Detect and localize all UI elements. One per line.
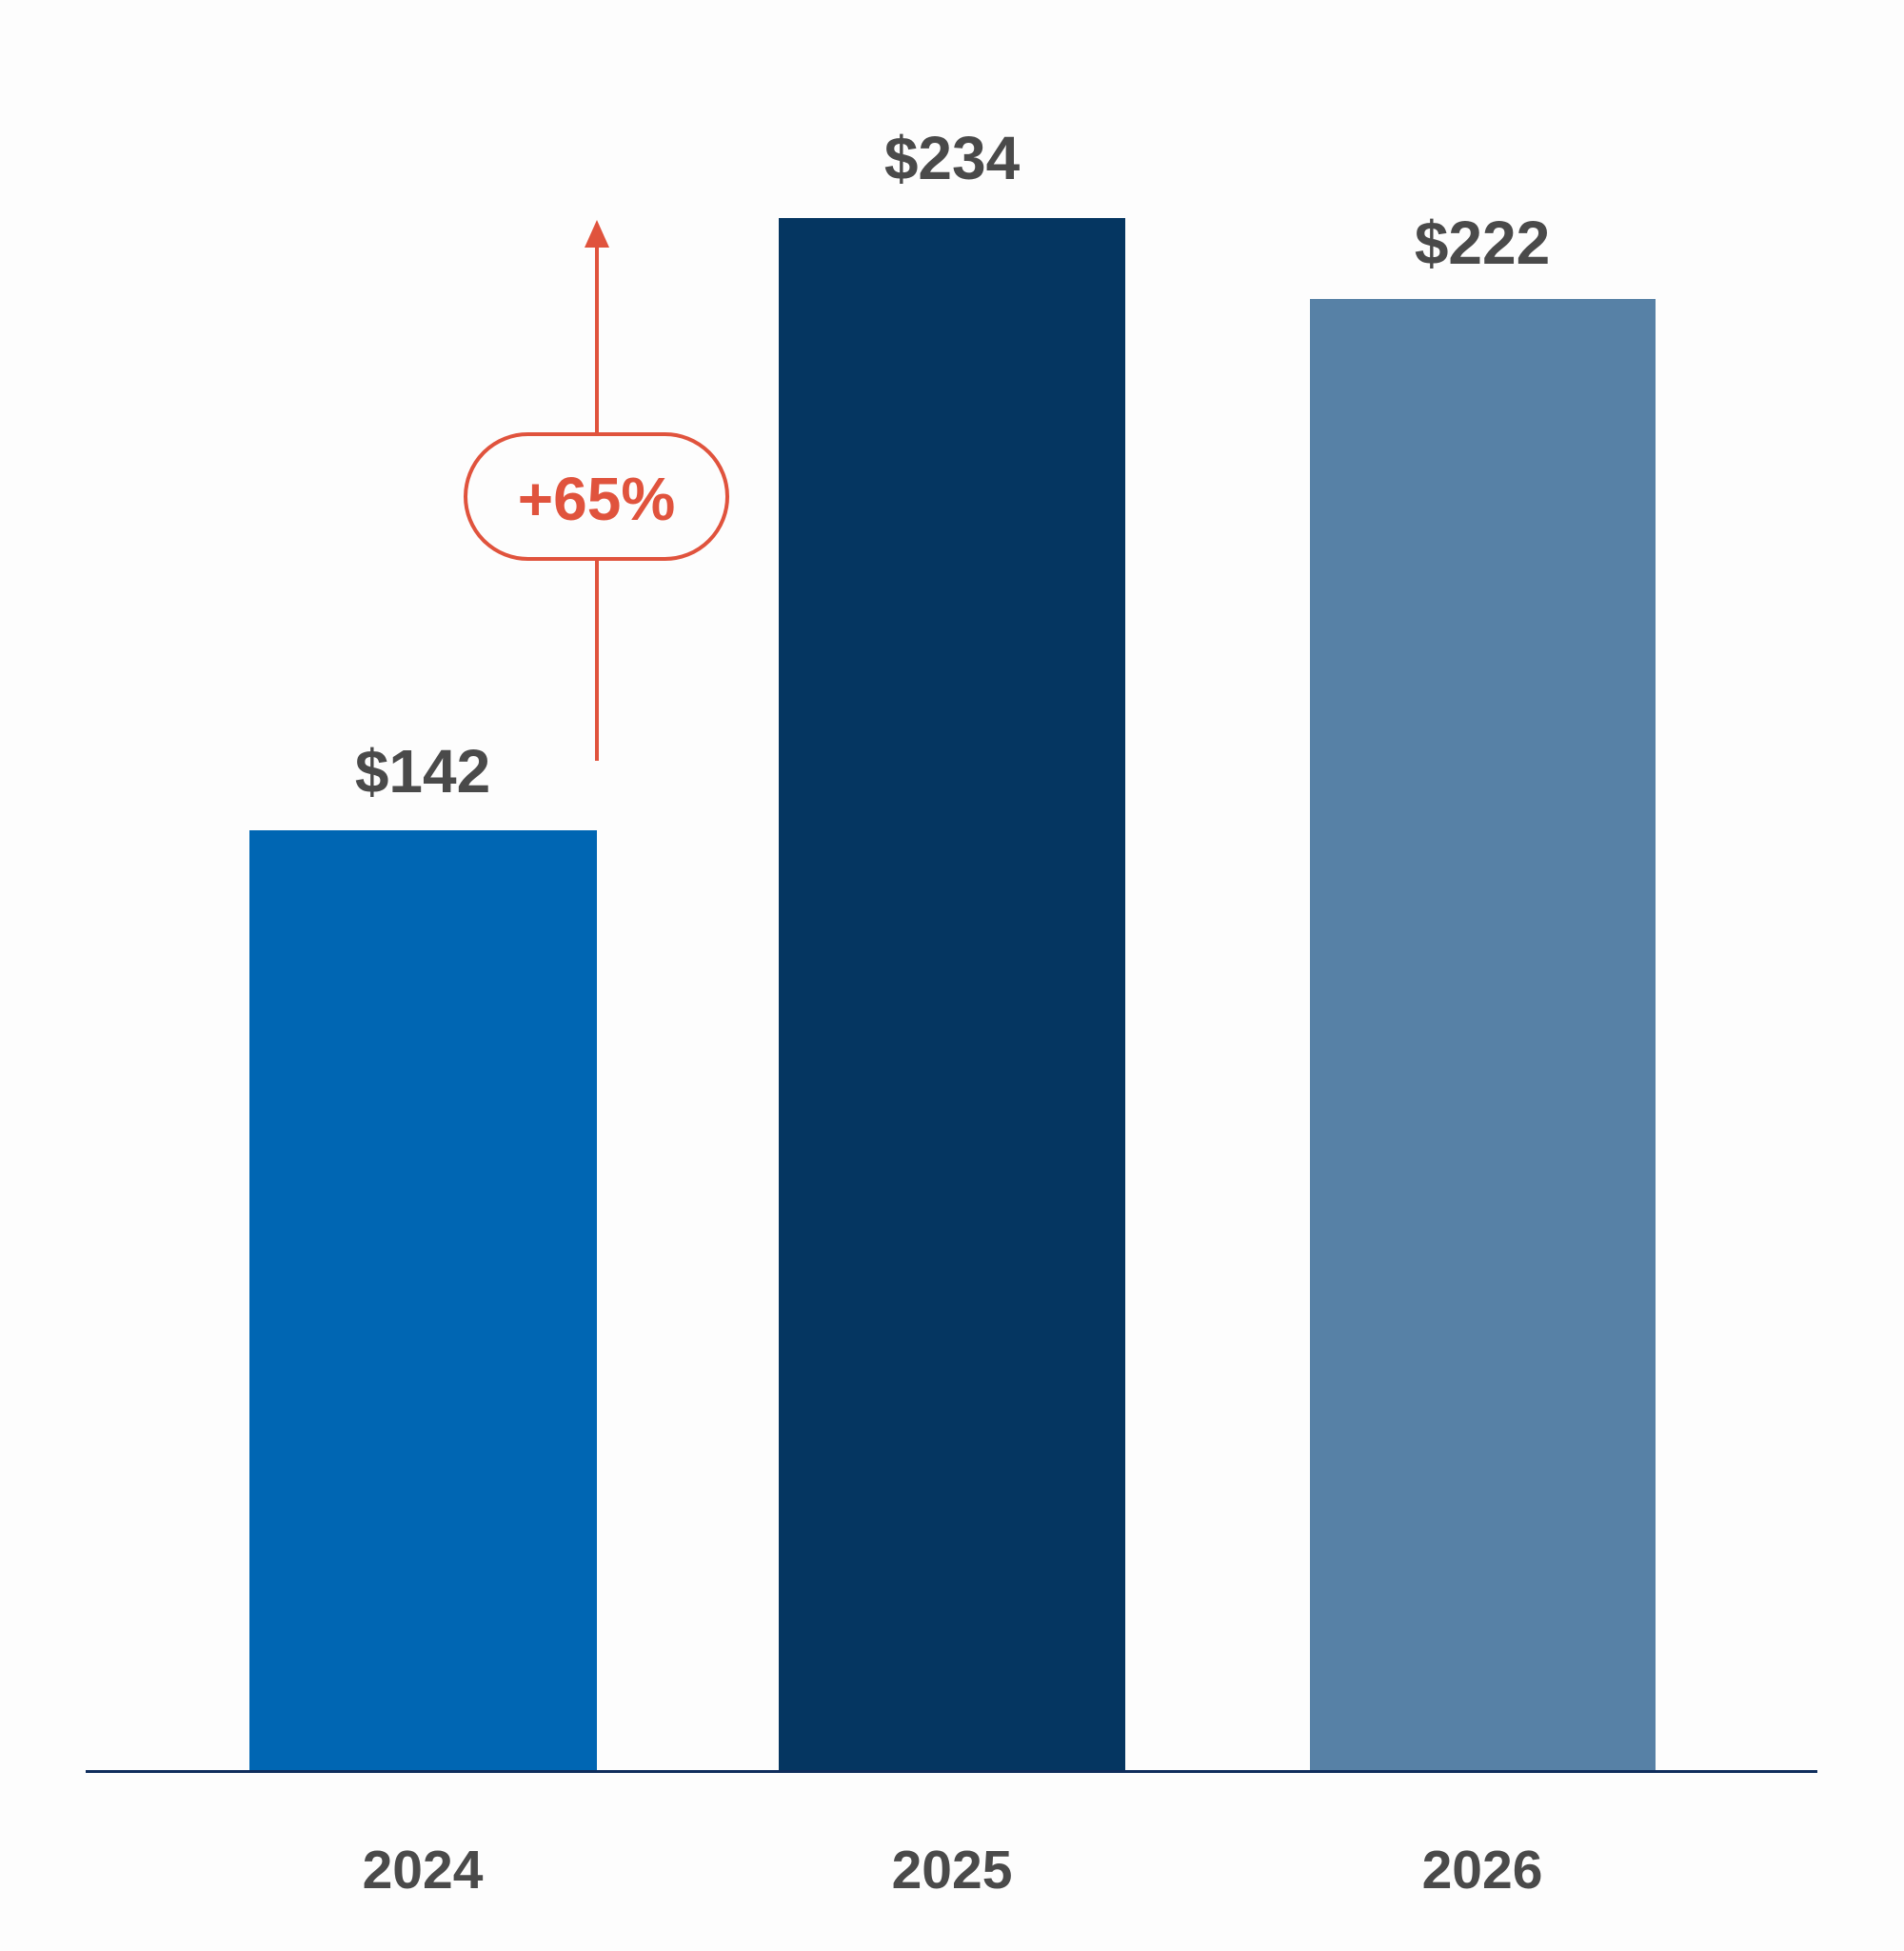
bar-2026 — [1310, 299, 1656, 1771]
x-axis-line — [86, 1770, 1817, 1773]
growth-badge: +65% — [464, 432, 729, 561]
arrow-up-icon — [585, 220, 609, 248]
bar-2024 — [249, 830, 597, 1771]
value-label-2024: $142 — [354, 737, 491, 806]
x-tick-label-2024: 2024 — [362, 1840, 484, 1901]
growth-arrow-line-lower — [595, 559, 599, 761]
bar-2025 — [779, 218, 1125, 1771]
x-tick-label-2025: 2025 — [891, 1840, 1013, 1901]
growth-arrow-line-upper — [595, 246, 599, 434]
value-label-2025: $234 — [883, 124, 1021, 192]
x-tick-label-2026: 2026 — [1421, 1840, 1543, 1901]
value-label-2026: $222 — [1414, 209, 1551, 277]
growth-badge-text: +65% — [517, 464, 676, 533]
